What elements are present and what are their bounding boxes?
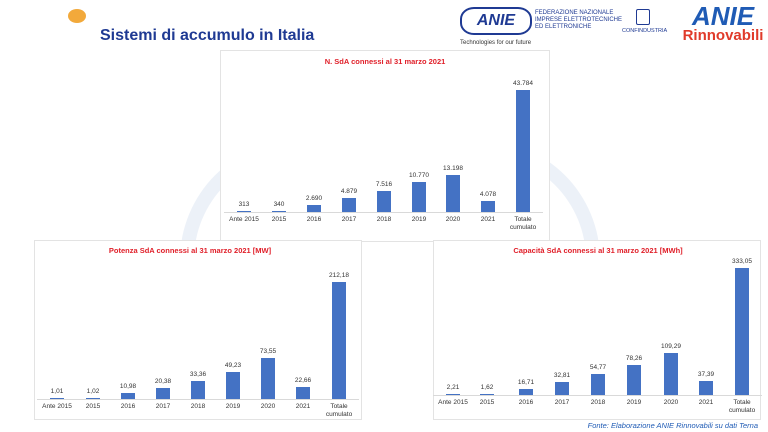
chart-capacita-title: Capacità SdA connessi al 31 marzo 2021 [… (513, 246, 683, 255)
anie-rinnovabili-logo: ANIE Rinnovabili (682, 1, 764, 44)
category-label: 2019 (626, 399, 642, 406)
category-label: 2016 (306, 216, 322, 223)
anie-federazione-logo: ANIE (460, 7, 532, 35)
page-title: Sistemi di accumulo in Italia (100, 27, 315, 44)
data-label: 73,55 (259, 348, 277, 356)
bar (261, 358, 275, 399)
category-label: 2015 (271, 216, 287, 223)
chart-capacita-x-axis (433, 395, 762, 396)
category-label: 2020 (260, 403, 276, 410)
bar (516, 90, 530, 212)
category-label: 2017 (341, 216, 357, 223)
bar (226, 371, 240, 399)
bar (191, 380, 205, 399)
bar (735, 268, 749, 395)
bar (332, 282, 346, 399)
category-label: 2017 (155, 403, 171, 410)
chart-n-sda-title: N. SdA connessi al 31 marzo 2021 (324, 57, 446, 66)
data-label: 2,21 (446, 384, 460, 391)
category-label: 2021 (295, 403, 311, 410)
category-label: 2019 (225, 403, 241, 410)
chart-n-sda-panel (220, 50, 550, 242)
confindustria-logo: CONFINDUSTRIA (622, 28, 668, 34)
federazione-text: FEDERAZIONE NAZIONALE IMPRESE ELETTROTEC… (535, 10, 623, 30)
bar (480, 394, 494, 395)
source-note: Fonte: Elaborazione ANIE Rinnovabili su … (587, 421, 758, 430)
category-label: Ante 2015 (42, 403, 72, 410)
category-label: 2019 (411, 216, 427, 223)
data-label: 1,02 (86, 388, 100, 395)
category-label: Totale cumulato (325, 403, 353, 418)
bar (237, 211, 251, 212)
bar (481, 200, 495, 212)
category-label: 2018 (590, 399, 606, 406)
data-label: 49,23 (224, 361, 242, 369)
bar (627, 365, 641, 395)
bar (446, 175, 460, 212)
category-label: Totale cumulato (728, 399, 756, 414)
bar (591, 374, 605, 395)
data-label: 4.078 (479, 190, 497, 198)
data-label: 33,36 (189, 370, 207, 378)
tagline: Technologies for our future (460, 40, 532, 46)
bee-logo-icon (68, 9, 86, 23)
category-label: 2018 (376, 216, 392, 223)
bar (555, 382, 569, 395)
data-label: 10.770 (409, 171, 429, 179)
category-label: 2021 (698, 399, 714, 406)
data-label: 4.879 (340, 188, 358, 196)
data-label: 13.198 (443, 165, 463, 173)
data-label: 78,26 (625, 355, 643, 363)
data-label: 43.784 (513, 80, 533, 87)
data-label: 37,39 (697, 370, 715, 378)
data-label: 313 (238, 201, 250, 208)
bar (86, 398, 100, 399)
category-label: 2015 (85, 403, 101, 410)
category-label: 2018 (190, 403, 206, 410)
bar (699, 380, 713, 395)
chart-potenza-x-axis (37, 399, 359, 400)
bar (272, 211, 286, 212)
data-label: 340 (273, 201, 285, 208)
bar (342, 198, 356, 212)
bar (121, 392, 135, 399)
data-label: 1,62 (480, 384, 494, 391)
data-label: 212,18 (329, 272, 349, 279)
category-label: 2020 (445, 216, 461, 223)
category-label: 2015 (479, 399, 495, 406)
bar (50, 398, 64, 399)
data-label: 10,98 (119, 382, 137, 390)
bar (296, 386, 310, 399)
bar (307, 204, 321, 212)
data-label: 32,81 (553, 372, 571, 380)
data-label: 16,71 (517, 378, 535, 386)
category-label: Ante 2015 (438, 399, 468, 406)
category-label: 2020 (663, 399, 679, 406)
category-label: 2021 (480, 216, 496, 223)
data-label: 1,01 (50, 388, 64, 395)
data-label: 20,38 (154, 377, 172, 385)
category-label: 2016 (120, 403, 136, 410)
category-label: 2016 (518, 399, 534, 406)
category-label: Ante 2015 (229, 216, 259, 223)
bar (412, 181, 426, 212)
confindustria-icon (636, 9, 650, 25)
data-label: 22,66 (294, 376, 312, 384)
data-label: 7.516 (375, 181, 393, 189)
data-label: 109,29 (661, 343, 681, 351)
category-label: Totale cumulato (509, 216, 537, 231)
data-label: 2.690 (305, 194, 323, 202)
chart-potenza-title: Potenza SdA connessi al 31 marzo 2021 [M… (108, 246, 272, 255)
bar (377, 191, 391, 212)
bar (446, 394, 460, 395)
bar (664, 353, 678, 395)
bar (156, 387, 170, 399)
chart-n-sda-x-axis (224, 212, 543, 213)
data-label: 333,05 (732, 258, 752, 265)
data-label: 54,77 (589, 364, 607, 372)
category-label: 2017 (554, 399, 570, 406)
bar (519, 388, 533, 395)
